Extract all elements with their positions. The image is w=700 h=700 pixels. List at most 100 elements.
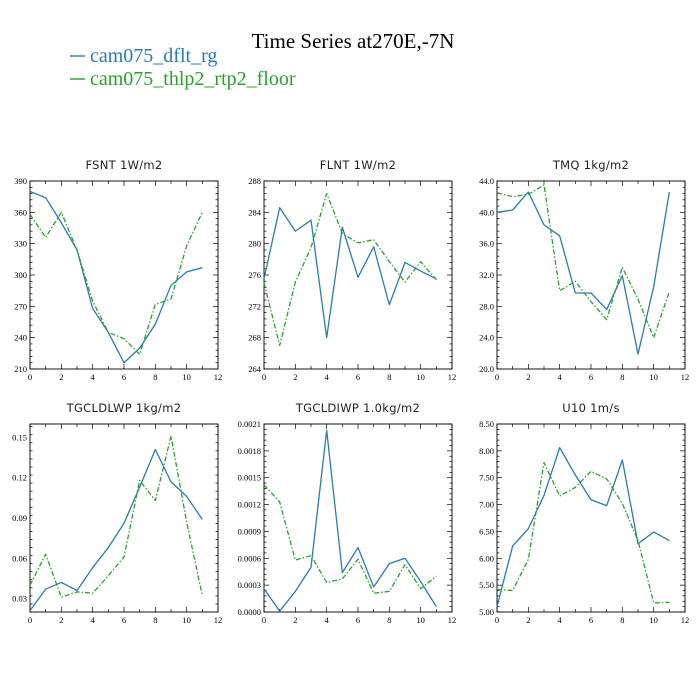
- y-tick-label: 300: [14, 270, 27, 280]
- x-tick-label: 12: [681, 615, 690, 625]
- y-tick-label: 268: [248, 333, 261, 343]
- y-tick-label: 20.0: [479, 364, 494, 374]
- y-tick-label: 0.0000: [238, 607, 261, 617]
- x-tick-label: 6: [356, 372, 360, 382]
- x-tick-label: 6: [122, 615, 126, 625]
- y-tick-label: 6.00: [479, 553, 494, 563]
- y-tick-label: 0.0015: [238, 473, 261, 483]
- x-tick-label: 6: [589, 372, 593, 382]
- x-tick-label: 10: [182, 372, 191, 382]
- x-tick-label: 0: [28, 372, 32, 382]
- legend-label-1: cam075_thlp2_rtp2_floor: [90, 68, 296, 90]
- y-tick-label: 8.00: [479, 446, 494, 456]
- x-tick-label: 0: [495, 372, 499, 382]
- x-tick-label: 2: [293, 372, 297, 382]
- y-tick-label: 288: [248, 176, 261, 186]
- y-tick-label: 240: [14, 333, 27, 343]
- series-line-0: [263, 206, 437, 339]
- y-tick-label: 280: [248, 239, 261, 249]
- x-tick-label: 4: [558, 615, 563, 625]
- series-line-1: [496, 184, 670, 339]
- panel-5: U10 1m/s 0 2 4 6 8 10 12 5.00 5.50 6.00 6.50 7.00 7.5…: [479, 401, 689, 625]
- x-tick-label: 4: [558, 372, 563, 382]
- y-tick-label: 0.0003: [238, 580, 261, 590]
- x-tick-label: 10: [416, 372, 425, 382]
- x-tick-label: 4: [325, 372, 330, 382]
- y-tick-label: 0.06: [12, 553, 27, 563]
- legend-label-0: cam075_dflt_rg: [90, 45, 217, 67]
- y-tick-label: 5.00: [479, 607, 494, 617]
- x-tick-label: 4: [325, 615, 330, 625]
- y-tick-label: 0.0018: [238, 446, 261, 456]
- x-tick-label: 8: [387, 615, 391, 625]
- panel-title-5: U10 1m/s: [562, 401, 620, 415]
- y-tick-label: 24.0: [479, 333, 494, 343]
- panel-title-0: FSNT 1W/m2: [85, 158, 162, 172]
- x-tick-label: 8: [387, 372, 391, 382]
- y-tick-label: 264: [248, 364, 262, 374]
- x-tick-label: 0: [262, 372, 266, 382]
- y-tick-label: 0.0012: [238, 500, 261, 510]
- y-tick-label: 330: [14, 239, 27, 249]
- figure-title: Time Series at270E,-7N: [252, 29, 455, 53]
- panels: FSNT 1W/m20 2 4 6 8 10 12210240270300330360390…: [12, 158, 689, 625]
- panel-4: TGCLDIWP 1.0kg/m2 0 2 4 6 8 10 12 0.0000 0.0003 0.…: [238, 401, 457, 625]
- y-tick-label: 44.0: [479, 176, 494, 186]
- y-tick-label: 0.03: [12, 594, 27, 604]
- panel-0: FSNT 1W/m2 0 2 4 6 8 10 12 210 240 270 300 330 360 390: [14, 158, 222, 382]
- y-tick-label: 28.0: [479, 301, 494, 311]
- x-tick-label: 6: [122, 372, 126, 382]
- series-line-0: [263, 429, 437, 612]
- y-tick-label: 0.09: [12, 513, 27, 523]
- series-line-1: [496, 462, 670, 604]
- series-line-0: [29, 448, 203, 612]
- x-tick-label: 0: [28, 615, 32, 625]
- y-tick-label: 7.00: [479, 500, 494, 510]
- x-tick-label: 0: [262, 615, 266, 625]
- x-tick-label: 8: [620, 372, 624, 382]
- series-line-0: [29, 190, 203, 364]
- x-tick-label: 2: [526, 615, 530, 625]
- y-tick-label: 40.0: [479, 207, 494, 217]
- panel-3: TGCLDLWP 1kg/m2 0 2 4 6 8 10 12 0.03 0.06 0.09 0.12…: [12, 401, 222, 625]
- x-tick-label: 6: [589, 615, 593, 625]
- y-tick-label: 0.0009: [238, 526, 261, 536]
- y-tick-label: 210: [14, 364, 27, 374]
- y-tick-label: 272: [248, 301, 261, 311]
- series-line-1: [263, 192, 437, 347]
- y-tick-label: 0.15: [12, 432, 27, 442]
- x-tick-label: 10: [182, 615, 191, 625]
- x-tick-label: 12: [448, 372, 457, 382]
- x-tick-label: 2: [526, 372, 530, 382]
- y-tick-label: 5.50: [479, 580, 494, 590]
- x-tick-label: 12: [214, 372, 223, 382]
- x-tick-label: 2: [59, 372, 63, 382]
- x-tick-label: 4: [91, 372, 96, 382]
- y-tick-label: 8.50: [479, 419, 494, 429]
- series-line-0: [496, 446, 670, 607]
- x-tick-label: 6: [356, 615, 360, 625]
- y-tick-label: 390: [14, 176, 27, 186]
- x-tick-label: 8: [153, 615, 157, 625]
- panel-title-1: FLNT 1W/m2: [320, 158, 396, 172]
- y-tick-label: 270: [14, 301, 27, 311]
- panel-1: FLNT 1W/m2 0 2 4 6 8 10 12 264 268 272 276 280 284 288: [248, 158, 456, 382]
- x-tick-label: 10: [416, 615, 425, 625]
- x-tick-label: 2: [59, 615, 63, 625]
- panel-title-3: TGCLDLWP 1kg/m2: [66, 401, 182, 415]
- y-tick-label: 36.0: [479, 239, 494, 249]
- series-line-1: [29, 435, 203, 598]
- x-tick-label: 8: [620, 615, 624, 625]
- y-tick-label: 360: [14, 207, 27, 217]
- y-tick-label: 0.12: [12, 473, 27, 483]
- panel-2: TMQ 1kg/m2 0 2 4 6 8 10 12 20.0 24.0 28.0 32.0 36.0 4…: [479, 158, 689, 382]
- y-tick-label: 0.0021: [238, 419, 261, 429]
- x-tick-label: 10: [649, 615, 658, 625]
- y-tick-label: 6.50: [479, 526, 494, 536]
- x-tick-label: 4: [91, 615, 96, 625]
- panel-title-4: TGCLDIWP 1.0kg/m2: [295, 401, 420, 415]
- x-tick-label: 10: [649, 372, 658, 382]
- x-tick-label: 12: [214, 615, 223, 625]
